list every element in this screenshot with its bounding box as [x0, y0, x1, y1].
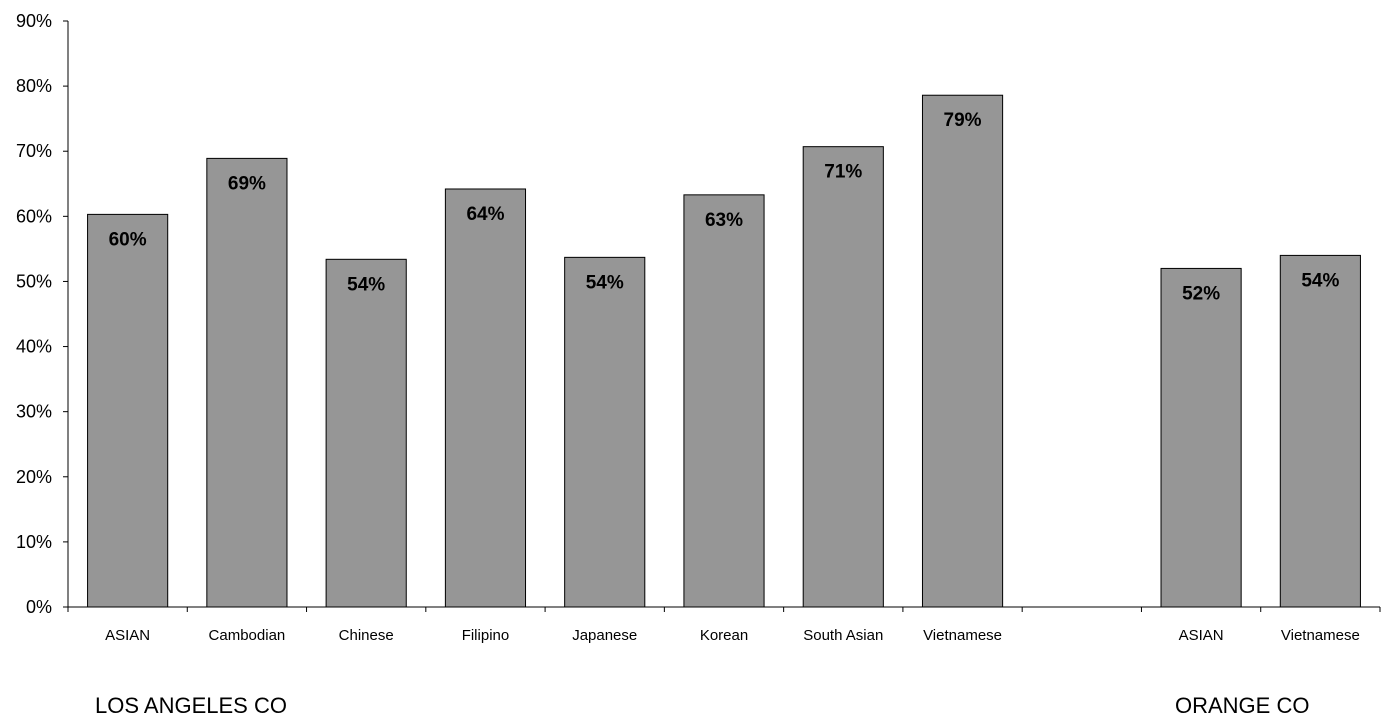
bar	[802, 146, 884, 608]
data-label: 54%	[586, 272, 624, 293]
x-tick-label: South Asian	[803, 627, 883, 644]
x-tick-label: Vietnamese	[1281, 627, 1360, 644]
bar-series: 60% 69% 54% 64% 54% 63% 71% 79% 52% 54%	[87, 94, 1361, 608]
y-tick-label: 80%	[16, 76, 52, 96]
data-label: 64%	[466, 204, 504, 225]
bar	[1160, 267, 1242, 608]
data-label: 79%	[944, 110, 982, 131]
x-tick-label: Korean	[700, 627, 748, 644]
y-tick-label: 90%	[16, 11, 52, 31]
y-tick-label: 50%	[16, 271, 52, 291]
data-label: 60%	[109, 229, 147, 250]
bar	[206, 157, 288, 608]
data-label: 71%	[824, 162, 862, 183]
x-tick-label: ASIAN	[1179, 627, 1224, 644]
bar	[325, 258, 407, 608]
data-label: 63%	[705, 210, 743, 231]
x-tick-label: Chinese	[339, 627, 394, 644]
x-tick-label: Vietnamese	[923, 627, 1002, 644]
x-axis: ASIAN Cambodian Chinese Filipino Japanese Kor…	[67, 606, 1381, 644]
y-tick-label: 0%	[26, 597, 52, 617]
x-tick-label: ASIAN	[105, 627, 150, 644]
x-tick-label: Cambodian	[209, 627, 286, 644]
group-label-los-angeles: LOS ANGELES CO	[95, 693, 287, 718]
y-tick-label: 30%	[16, 402, 52, 422]
group-label-orange: ORANGE CO	[1175, 693, 1310, 718]
x-tick-label: Japanese	[572, 627, 637, 644]
y-tick-label: 20%	[16, 467, 52, 487]
bar	[444, 188, 527, 608]
y-tick-label: 70%	[16, 141, 52, 161]
bar	[564, 256, 646, 608]
y-tick-label: 40%	[16, 337, 52, 357]
y-axis: 0% 10% 20% 30% 40% 50% 60% 70% 80% 90%	[16, 11, 69, 617]
bar	[87, 213, 169, 608]
y-tick-label: 60%	[16, 206, 52, 226]
bar	[683, 194, 765, 608]
bar	[1279, 254, 1361, 608]
data-label: 54%	[347, 274, 385, 295]
y-tick-label: 10%	[16, 532, 52, 552]
data-label: 52%	[1182, 283, 1220, 304]
x-tick-label: Filipino	[462, 627, 510, 644]
data-label: 54%	[1301, 270, 1339, 291]
data-label: 69%	[228, 173, 266, 194]
bar	[921, 94, 1004, 608]
